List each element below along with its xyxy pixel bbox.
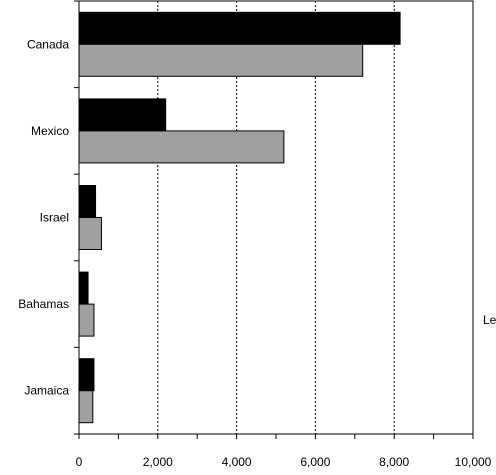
bars: [78, 11, 401, 424]
x-tick-label: 0: [76, 455, 83, 469]
bar-canada-series-1: [78, 11, 401, 45]
bar-mexico-series-2: [78, 130, 285, 164]
bar-jamaica-series-1: [78, 358, 95, 392]
y-category-label: Israel: [40, 211, 69, 225]
bar-canada-series-2: [78, 43, 364, 77]
x-tick-label: 4,000: [222, 455, 252, 469]
y-category-label: Canada: [27, 37, 69, 51]
y-category-label: Jamaica: [24, 384, 69, 398]
legend-fragment: Le: [483, 313, 496, 327]
x-tick-label: 8,000: [379, 455, 409, 469]
y-category-label: Bahamas: [18, 297, 69, 311]
bar-bahamas-series-2: [78, 303, 95, 337]
x-tick-label: 6,000: [300, 455, 330, 469]
bar-mexico-series-1: [78, 98, 167, 132]
x-tick-label: 2,000: [143, 455, 173, 469]
y-category-label: Mexico: [31, 124, 69, 138]
bar-israel-series-1: [78, 185, 97, 218]
bar-israel-series-2: [78, 217, 102, 250]
bar-jamaica-series-2: [78, 390, 94, 424]
bar-bahamas-series-1: [78, 271, 89, 305]
x-tick-label: 10,000: [455, 455, 492, 469]
y-axis: Canada Mexico Israel Bahamas Jamaica: [18, 0, 79, 435]
x-axis: 0 2,000 4,000 6,000 8,000 10,000: [76, 434, 492, 469]
